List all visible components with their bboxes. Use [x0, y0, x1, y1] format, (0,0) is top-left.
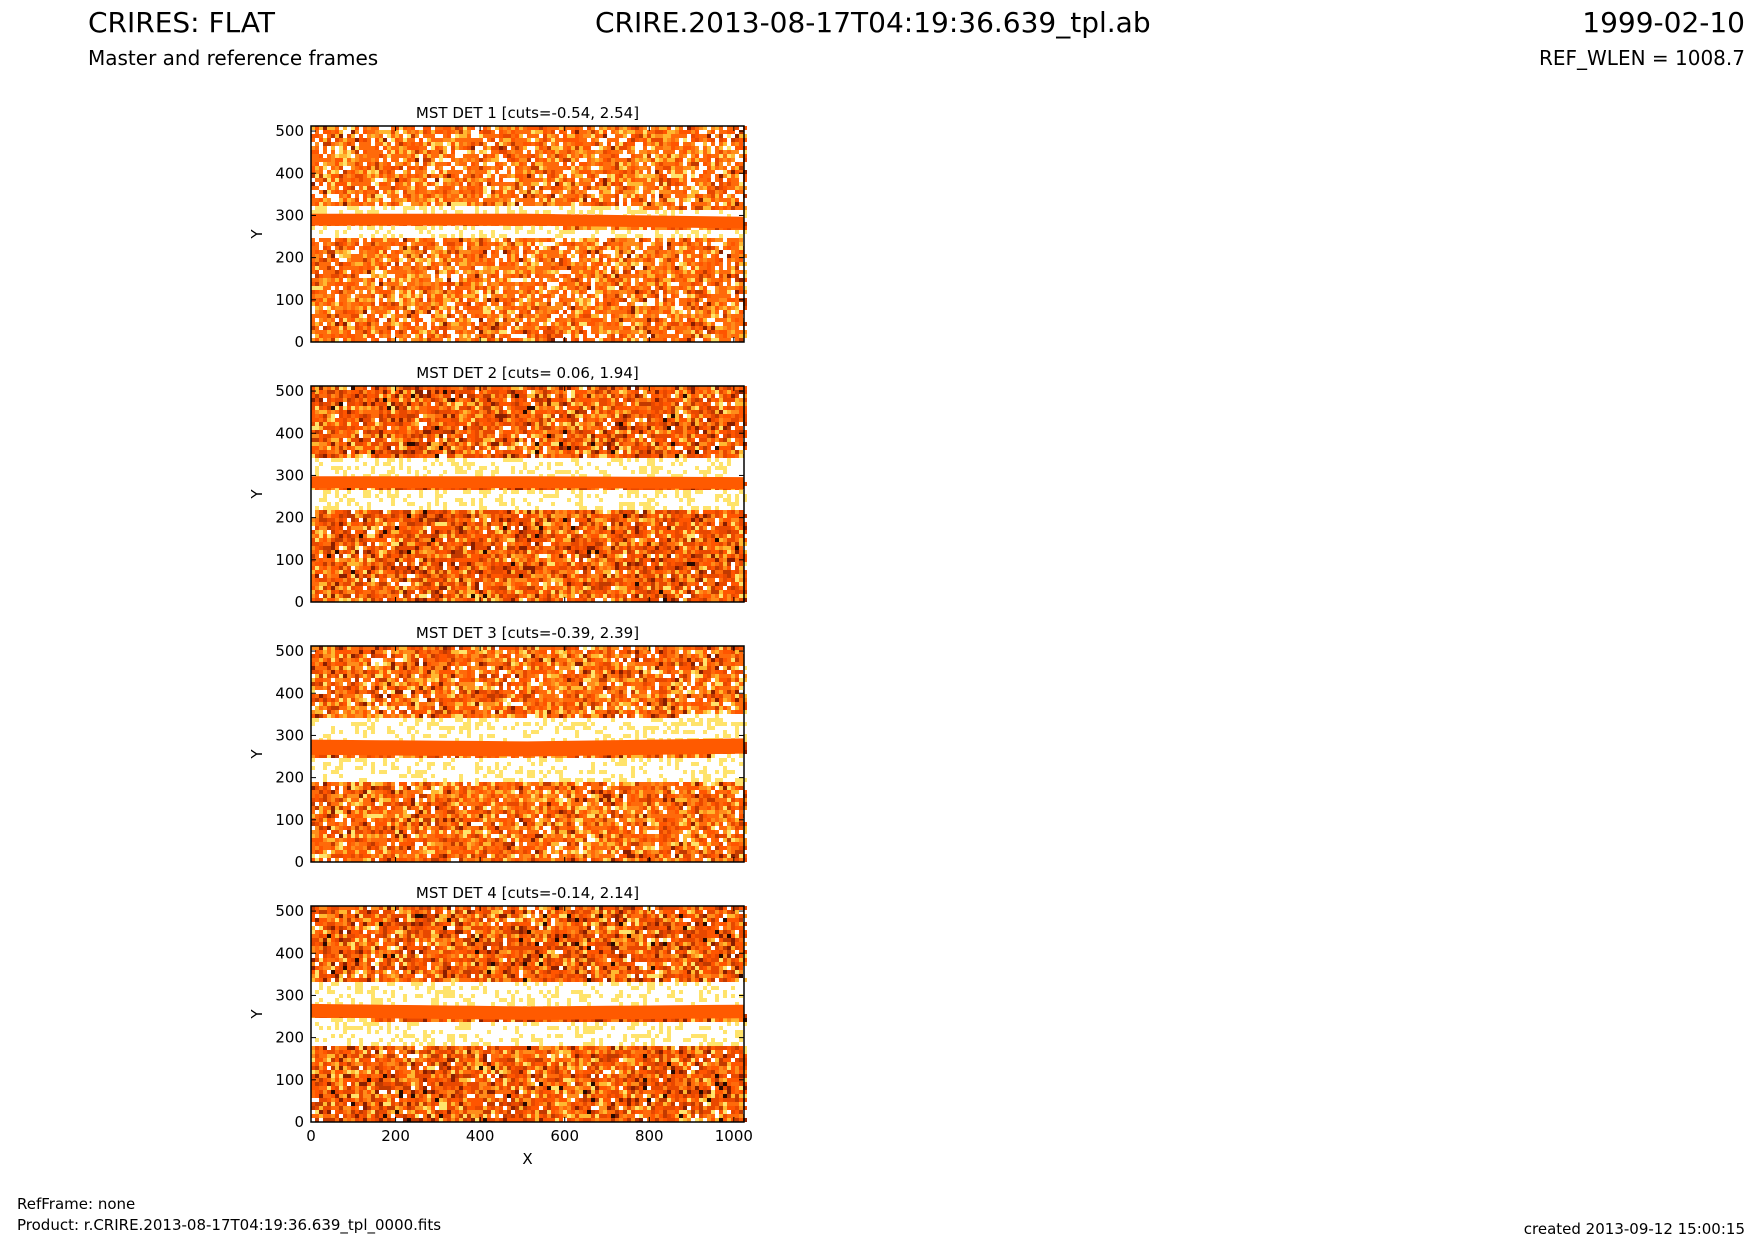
- y-tick-label: 0: [294, 333, 304, 351]
- y-tick-label: 200: [275, 249, 304, 267]
- refframe-label: RefFrame: none: [17, 1195, 136, 1213]
- panel-title: MST DET 4 [cuts=-0.14, 2.14]: [416, 884, 639, 902]
- heatmap-image: [311, 386, 747, 602]
- spectral-band: [311, 1003, 744, 1020]
- plot-frame: [310, 385, 745, 603]
- y-tick-label: 500: [275, 642, 304, 660]
- panel-title: MST DET 3 [cuts=-0.39, 2.39]: [416, 624, 639, 642]
- y-tick-label: 300: [275, 206, 304, 224]
- y-tick-label: 100: [275, 291, 304, 309]
- y-tick-label: 200: [275, 1029, 304, 1047]
- y-axis-label: Y: [248, 749, 266, 760]
- panel-title: MST DET 1 [cuts=-0.54, 2.54]: [416, 104, 639, 122]
- detector-panel-2: MST DET 2 [cuts= 0.06, 1.94] 0 100 200 300 40…: [248, 364, 747, 611]
- x-tick-label: 200: [381, 1127, 410, 1145]
- y-tick-label: 100: [275, 551, 304, 569]
- x-tick-label: 400: [466, 1127, 495, 1145]
- y-tick-label: 500: [275, 122, 304, 140]
- y-axis-label: Y: [248, 489, 266, 500]
- y-tick-label: 400: [275, 684, 304, 702]
- panel-title: MST DET 2 [cuts= 0.06, 1.94]: [416, 364, 639, 382]
- y-tick-label: 500: [275, 382, 304, 400]
- detector-panel-4: MST DET 4 [cuts=-0.14, 2.14] 0 100 200 300 40…: [248, 884, 753, 1168]
- y-tick-label: 400: [275, 944, 304, 962]
- y-tick-label: 0: [294, 593, 304, 611]
- product-filename: CRIRE.2013-08-17T04:19:36.639_tpl.ab: [595, 6, 1151, 39]
- y-tick-label: 400: [275, 164, 304, 182]
- y-tick-label: 200: [275, 769, 304, 787]
- observation-date: 1999-02-10: [1582, 6, 1745, 39]
- created-timestamp: created 2013-09-12 15:00:15: [1523, 1220, 1745, 1238]
- heatmap-image: [311, 126, 747, 342]
- y-tick-label: 500: [275, 902, 304, 920]
- x-axis-label: X: [522, 1150, 532, 1168]
- y-tick-label: 0: [294, 1113, 304, 1131]
- plot-frame: [310, 125, 745, 343]
- y-tick-label: 0: [294, 853, 304, 871]
- y-tick-label: 200: [275, 509, 304, 527]
- y-tick-label: 300: [275, 466, 304, 484]
- heatmap-image: [311, 646, 747, 862]
- y-axis-label: Y: [248, 1009, 266, 1020]
- y-tick-label: 100: [275, 1071, 304, 1089]
- x-tick-label: 800: [635, 1127, 664, 1145]
- spectral-band: [311, 476, 744, 489]
- x-tick-label: 0: [306, 1127, 316, 1145]
- y-tick-label: 300: [275, 986, 304, 1004]
- detector-panel-3: MST DET 3 [cuts=-0.39, 2.39] 0 100 200 300 40…: [248, 624, 747, 871]
- spectral-band: [311, 738, 744, 757]
- reference-wavelength: REF_WLEN = 1008.7: [1538, 46, 1745, 70]
- heatmap-image: [311, 906, 747, 1122]
- y-tick-label: 100: [275, 811, 304, 829]
- y-tick-label: 400: [275, 424, 304, 442]
- x-tick-label: 1000: [715, 1127, 753, 1145]
- report-subtitle: Master and reference frames: [88, 46, 379, 70]
- x-tick-label: 600: [550, 1127, 579, 1145]
- detector-panel-1: MST DET 1 [cuts=-0.54, 2.54] 0 100 200 300 40…: [248, 104, 747, 351]
- y-tick-label: 300: [275, 726, 304, 744]
- report-title: CRIRES: FLAT: [88, 6, 275, 39]
- y-axis-label: Y: [248, 229, 266, 240]
- product-label: Product: r.CRIRE.2013-08-17T04:19:36.639…: [17, 1216, 442, 1234]
- plot-frame: [310, 645, 745, 863]
- plot-frame: [310, 905, 745, 1123]
- spectral-band: [311, 213, 744, 229]
